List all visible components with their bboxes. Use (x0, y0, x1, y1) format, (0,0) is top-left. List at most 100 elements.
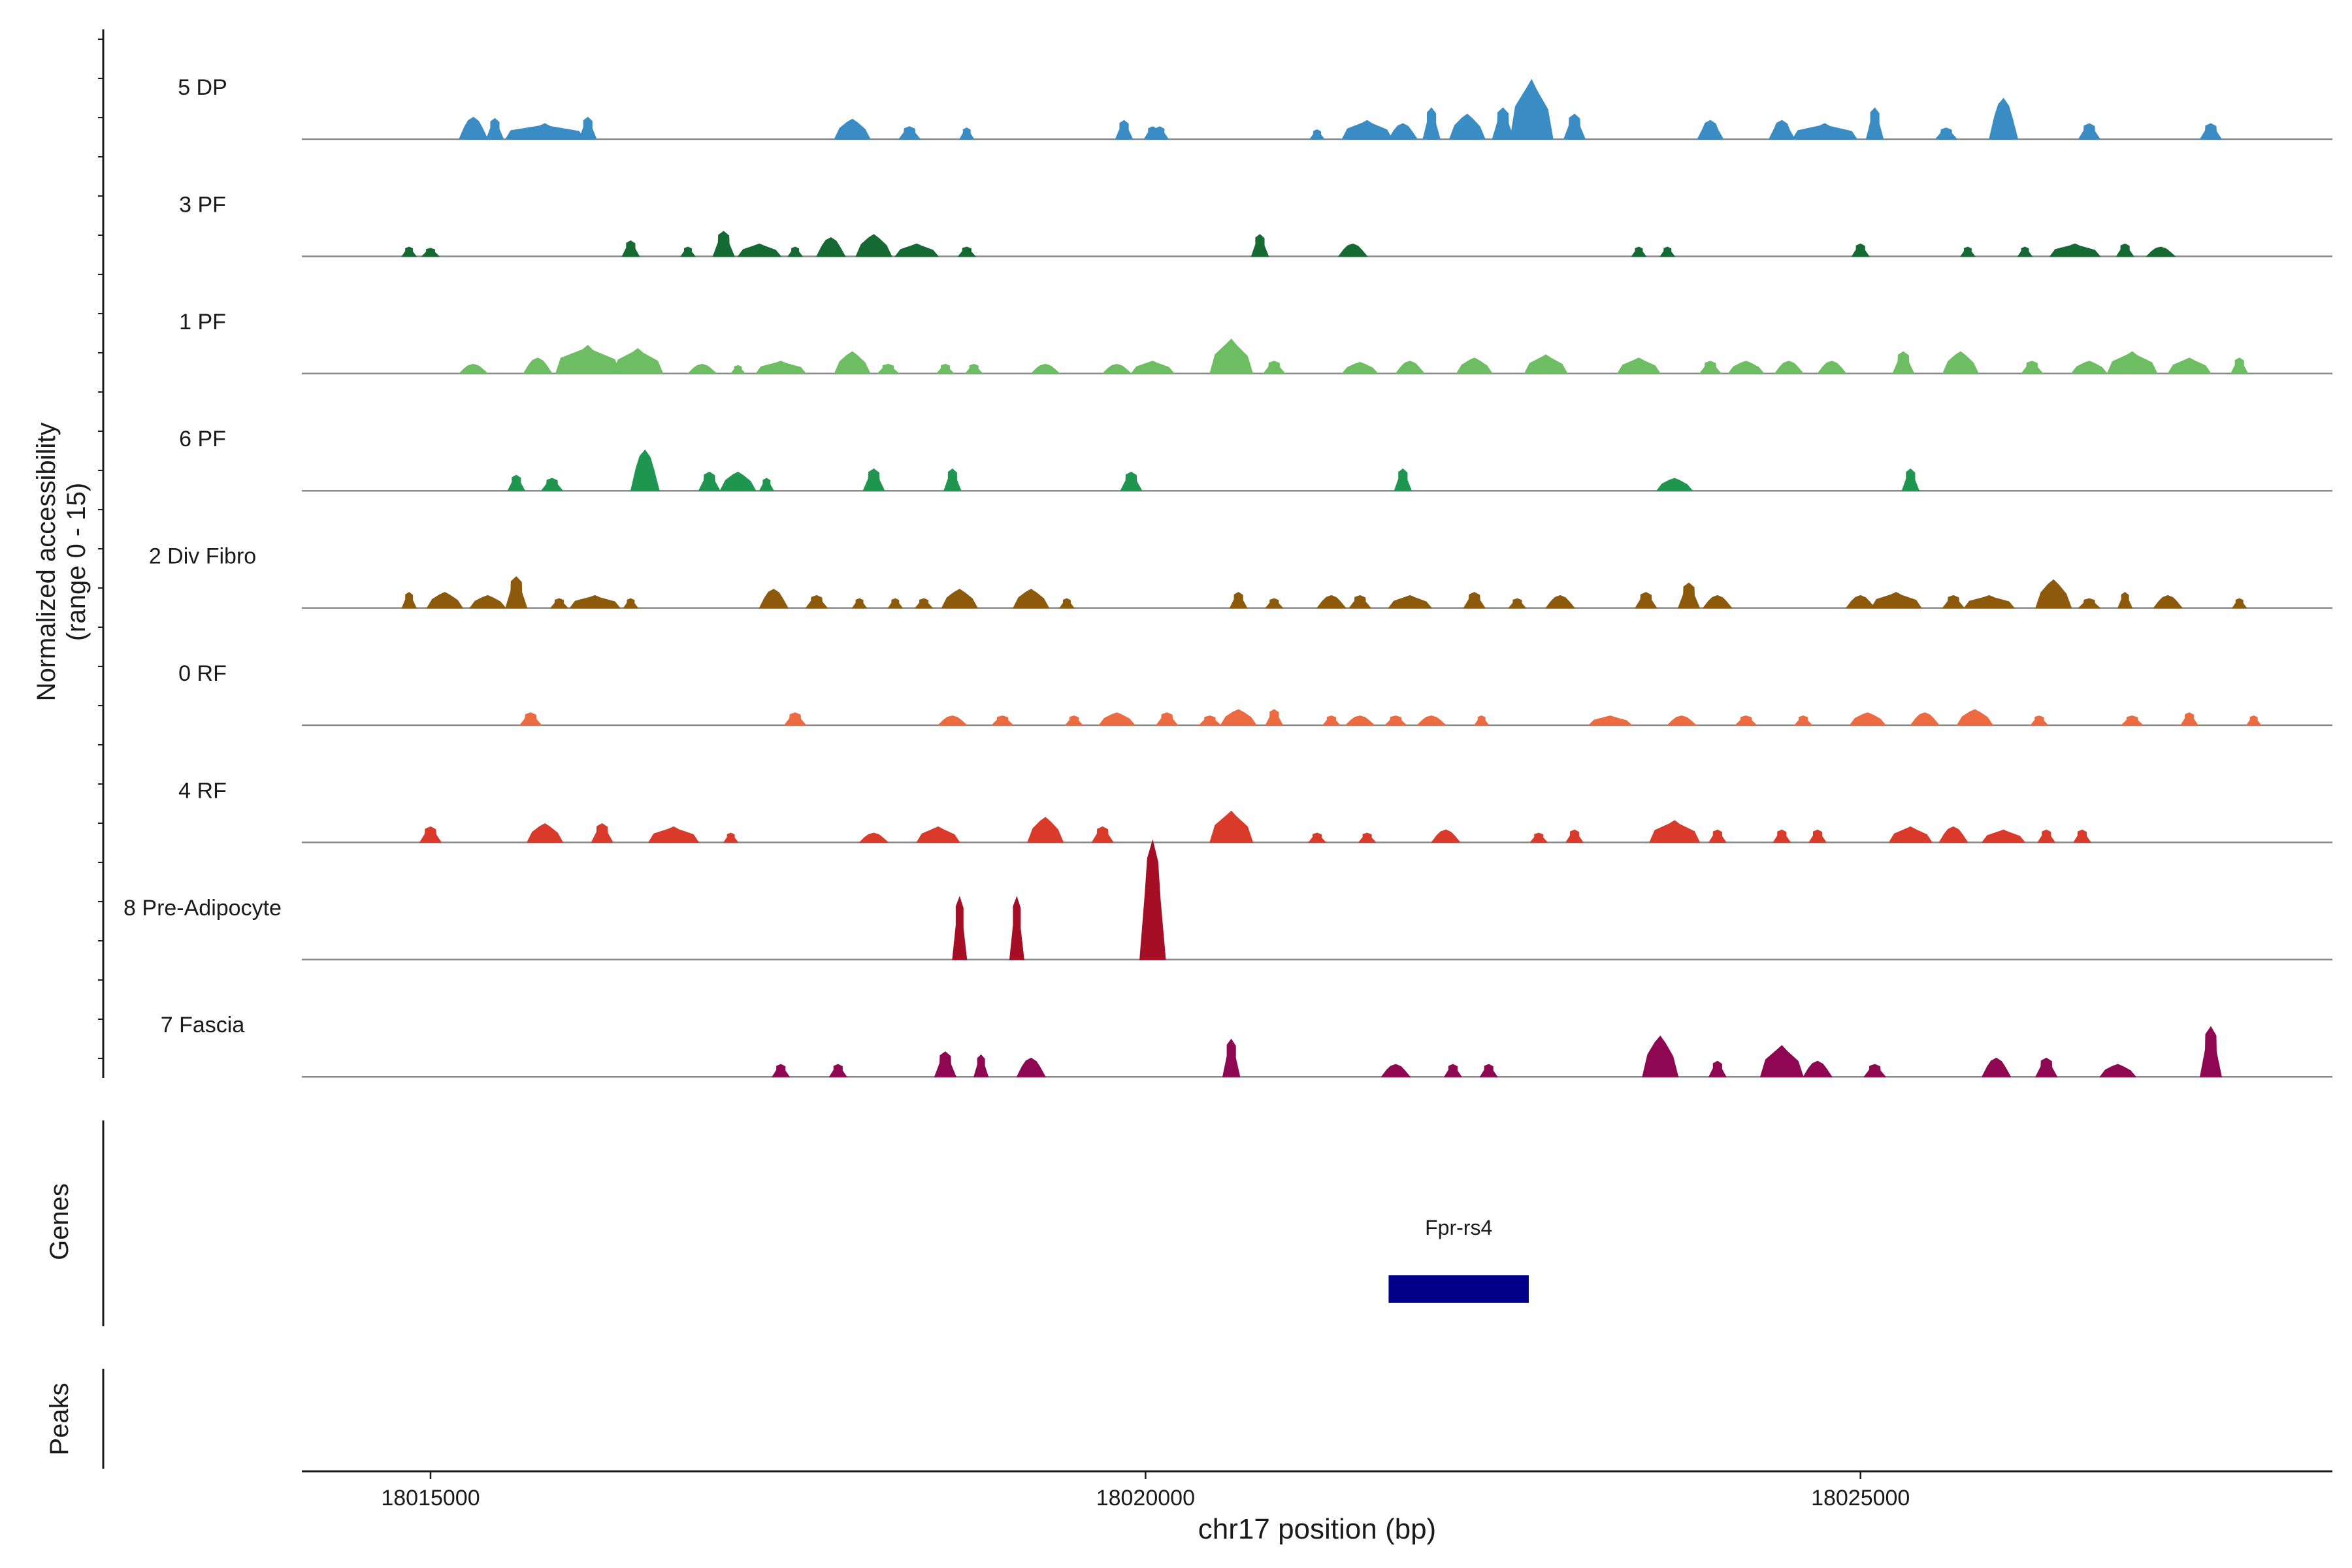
coverage-peak (1545, 595, 1576, 609)
coverage-peak (1699, 361, 1722, 374)
coverage-peak (2078, 598, 2101, 609)
coverage-peak (1635, 592, 1658, 609)
coverage-peak (834, 118, 871, 140)
coverage-peak (1708, 1060, 1727, 1077)
coverage-peak (1130, 361, 1175, 374)
coverage-peak (1759, 1045, 1804, 1077)
coverage-peak (1337, 243, 1368, 257)
gene-fpr-rs4: Fpr-rs4 (1388, 1216, 1529, 1303)
coverage-peak (2199, 1026, 2222, 1077)
coverage-peak (458, 363, 489, 374)
coverage-peak (1981, 829, 2026, 843)
y-axis-title: Normalized accessibility (32, 423, 61, 702)
coverage-peak (1307, 832, 1327, 843)
coverage-peak (1768, 120, 1795, 140)
coverage-peak (1772, 829, 1791, 843)
coverage-peak (2099, 1064, 2137, 1077)
coverage-peak (1341, 361, 1379, 374)
coverage-peak (698, 471, 721, 491)
coverage-peak (958, 127, 975, 140)
coverage-peak (957, 246, 977, 257)
coverage-peak (1942, 351, 1980, 374)
coverage-peak (469, 595, 506, 609)
coverage-peak (1198, 715, 1222, 726)
coverage-peak (1322, 715, 1341, 726)
coverage-peak (1341, 120, 1393, 140)
coverage-peak (623, 598, 639, 609)
coverage-peak (755, 361, 807, 374)
coverage-peak (1631, 246, 1647, 257)
coverage-peak (2199, 123, 2223, 140)
coverage-peak (1479, 1064, 1498, 1077)
coverage-peak (916, 826, 960, 843)
coverage-peak (2020, 361, 2044, 374)
coverage-peak (858, 832, 889, 843)
coverage-peak (1316, 595, 1347, 609)
track-0-rf: 0 RF (178, 661, 2332, 727)
track-label: 2 Div Fibro (149, 544, 256, 569)
coverage-peak (1938, 826, 1968, 843)
coverage-peak (1863, 1064, 1887, 1077)
coverage-peak (990, 715, 1015, 726)
coverage-peak (1348, 595, 1372, 609)
track-3-pf: 3 PF (179, 192, 2332, 257)
coverage-peak (737, 243, 782, 257)
coverage-tracks: 5 DP 3 PF 1 PF 6 PF 2 Div Fibro 0 RF 4 RF 8 Pre… (123, 75, 2332, 1078)
coverage-peak (1642, 1035, 1679, 1077)
coverage-peak (952, 896, 968, 960)
coverage-peak (2070, 361, 2108, 374)
coverage-peak (934, 1051, 957, 1077)
track-5-dp: 5 DP (178, 75, 2332, 140)
coverage-peak (1817, 361, 1847, 374)
coverage-peak (1808, 829, 1827, 843)
coverage-peak (419, 826, 442, 843)
coverage-peak (887, 598, 904, 609)
coverage-peak (1209, 338, 1254, 374)
coverage-peak (1565, 829, 1584, 843)
coverage-peak (526, 823, 564, 843)
coverage-peak (730, 365, 746, 374)
coverage-peak (1942, 595, 1965, 609)
track-label: 8 Pre-Adipocyte (123, 896, 282, 921)
coverage-peak (723, 832, 739, 843)
track-label: 3 PF (179, 192, 226, 217)
coverage-peak (1151, 126, 1169, 140)
coverage-peak (1091, 826, 1115, 843)
track-label: 6 PF (179, 427, 226, 451)
coverage-peak (1702, 595, 1733, 609)
coverage-peak (1981, 1057, 2012, 1077)
coverage-peak (828, 1064, 847, 1077)
coverage-peak (630, 449, 660, 491)
coverage-peak (1791, 123, 1858, 140)
gene-label: Fpr-rs4 (1425, 1216, 1492, 1239)
coverage-peak (1220, 709, 1257, 726)
coverage-peak (1845, 595, 1876, 609)
coverage-peak (1616, 357, 1661, 374)
coverage-peak (555, 344, 621, 374)
track-label: 0 RF (178, 661, 227, 686)
coverage-peak (1265, 598, 1284, 609)
coverage-peak (894, 243, 939, 257)
coverage-peak (591, 823, 613, 843)
coverage-peak (941, 589, 979, 609)
coverage-peak (1649, 820, 1701, 843)
coverage-peak (1697, 120, 1724, 140)
coverage-peak (1009, 896, 1024, 960)
coverage-peak (1209, 810, 1254, 843)
coverage-peak (1727, 361, 1765, 374)
coverage-peak (1388, 123, 1418, 140)
y-axis-label: Normalized accessibility (range 0 - 15) (32, 423, 91, 702)
coverage-peak (1431, 829, 1461, 843)
coverage-peak (759, 478, 775, 491)
coverage-peak (1667, 715, 1697, 726)
coverage-peak (1422, 107, 1441, 140)
coverage-peak (1656, 478, 1693, 491)
coverage-peak (1139, 839, 1166, 960)
coverage-peak (1443, 1064, 1463, 1077)
track-8-pre-adipocyte: 8 Pre-Adipocyte (123, 839, 2332, 961)
coverage-peak (2146, 246, 2176, 257)
coverage-peak (507, 474, 526, 491)
coverage-peak (1064, 715, 1084, 726)
coverage-peak (1027, 817, 1064, 843)
